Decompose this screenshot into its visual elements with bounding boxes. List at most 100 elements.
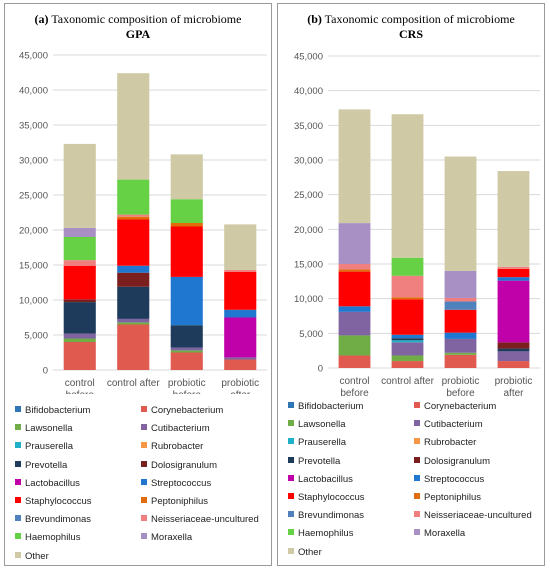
legend-swatch: [414, 511, 420, 518]
legend-item-bifidobacterium: Bifidobacterium: [15, 404, 90, 417]
bar-segment-staphylococcus: [444, 309, 477, 333]
bar-segment-haemophilus: [63, 237, 96, 261]
bar-segment-prevotella: [63, 302, 96, 334]
bar-segment-cutibacterium: [391, 342, 424, 356]
legend-item-neisseriaceae-uncultured: Neisseriaceae-uncultured: [414, 509, 532, 522]
legend-label: Corynebacterium: [424, 401, 497, 412]
legend-swatch: [414, 438, 420, 445]
legend-swatch: [141, 442, 147, 449]
bar-segment-moraxella: [63, 227, 96, 237]
legend-item-prauserella: Prauserella: [288, 436, 346, 449]
legend-item-staphylococcus: Staphylococcus: [288, 491, 365, 504]
legend-label: Brevundimonas: [298, 510, 365, 522]
bar-segment-lawsonella: [63, 338, 96, 342]
legend-label: Other: [25, 550, 49, 562]
legend-label: Dolosigranulum: [424, 455, 491, 467]
legend-item-moraxella: Moraxella: [414, 527, 465, 540]
chart-subtitle: GPA: [125, 27, 151, 41]
legend-label: Streptococcus: [424, 473, 485, 485]
bar-segment-corynebacterium: [224, 359, 257, 370]
legend-swatch: [141, 460, 147, 467]
bar-segment-neisseriaceae-uncultured: [338, 264, 371, 270]
x-tick-label: control: [339, 376, 369, 387]
x-tick-label: control after: [107, 378, 160, 389]
bar-segment-neisseriaceae-uncultured: [444, 297, 477, 302]
legend-swatch: [141, 515, 147, 522]
legend-swatch: [15, 460, 21, 467]
bar-segment-haemophilus: [170, 199, 203, 223]
bar-segment-prauserella: [391, 340, 424, 343]
legend-swatch: [288, 438, 294, 445]
legend-item-corynebacterium: Corynebacterium: [414, 400, 496, 413]
y-tick-label: 15,000: [19, 261, 48, 272]
x-tick-label: before: [66, 390, 95, 394]
bar-segment-moraxella: [338, 223, 371, 264]
bar-segment-streptococcus: [497, 277, 530, 281]
bar-segment-other: [63, 143, 96, 228]
bar-segment-peptoniphilus: [117, 216, 150, 220]
legend-label: Rubrobacter: [424, 437, 477, 449]
y-tick-label: 20,000: [294, 225, 323, 236]
legend-swatch: [414, 456, 420, 463]
legend-label: Moraxella: [151, 532, 193, 544]
legend-label: Cutibacterium: [424, 419, 483, 431]
bar-segment-neisseriaceae-uncultured: [63, 260, 96, 266]
legend-label: Neisseriaceae-uncultured: [424, 510, 532, 522]
bar-segment-dolosigranulum: [497, 342, 530, 349]
legend-item-bifidobacterium: Bifidobacterium: [288, 400, 363, 413]
legend-swatch: [141, 424, 147, 431]
y-tick-label: 35,000: [19, 121, 48, 132]
bar-segment-dolosigranulum: [63, 299, 96, 303]
legend-item-haemophilus: Haemophilus: [15, 531, 80, 544]
bar-segment-streptococcus: [338, 306, 371, 312]
legend-item-corynebacterium: Corynebacterium: [141, 404, 223, 417]
legend-item-lactobacillus: Lactobacillus: [15, 477, 80, 490]
legend-label: Bifidobacterium: [298, 401, 364, 412]
legend-swatch: [141, 497, 147, 503]
panel-gpa: (a) Taxonomic composition of microbiome …: [4, 3, 272, 566]
bar-segment-cutibacterium: [444, 338, 477, 353]
y-tick-label: 45,000: [294, 52, 323, 63]
bar-segment-cutibacterium: [63, 333, 96, 339]
legend-swatch: [288, 402, 294, 408]
legend-label: Prevotella: [25, 459, 68, 471]
y-tick-label: 5,000: [24, 331, 48, 342]
legend-swatch: [414, 420, 420, 427]
legend-label: Staphylococcus: [298, 492, 365, 503]
legend-label: Staphylococcus: [25, 496, 92, 507]
panel-crs: (b) Taxonomic composition of microbiome …: [277, 3, 545, 566]
bar-segment-cutibacterium: [224, 357, 257, 360]
legend-item-peptoniphilus: Peptoniphilus: [141, 495, 208, 508]
stacked-bar-chart-gpa: 0 5,000 10,000 15,000 20,000 25,000 30,000 35,0…: [19, 51, 267, 394]
x-tick-label: control: [65, 378, 95, 389]
legend-label: Lactobacillus: [25, 477, 80, 489]
bar-segment-cutibacterium: [338, 311, 371, 336]
bar-segment-other: [497, 171, 530, 267]
legend-swatch: [141, 406, 147, 412]
y-tick-label: 15,000: [294, 260, 323, 271]
legend-item-rubrobacter: Rubrobacter: [414, 436, 476, 449]
bar-segment-corynebacterium: [170, 352, 203, 370]
legend-label: Lactobacillus: [298, 473, 353, 485]
bar-segment-streptococcus: [117, 265, 150, 273]
x-tick-label: before: [340, 388, 369, 399]
x-tick-label: before: [173, 390, 202, 394]
legend-swatch: [141, 533, 147, 540]
y-tick-label: 5,000: [299, 329, 323, 340]
legend-item-prevotella: Prevotella: [288, 455, 340, 468]
legend-item-moraxella: Moraxella: [141, 531, 192, 544]
legend-label: Haemophilus: [298, 528, 354, 540]
y-tick-label: 0: [318, 364, 323, 375]
legend-item-dolosigranulum: Dolosigranulum: [141, 459, 217, 472]
bar-segment-staphylococcus: [117, 219, 150, 266]
bar-segment-cutibacterium: [117, 318, 150, 323]
legend-item-cutibacterium: Cutibacterium: [141, 422, 210, 435]
bar-segment-staphylococcus: [63, 265, 96, 300]
bar-segment-peptoniphilus: [170, 223, 203, 227]
bar-segment-staphylococcus: [391, 299, 424, 335]
y-tick-label: 25,000: [19, 191, 48, 202]
legend-item-streptococcus: Streptococcus: [141, 477, 211, 490]
bar-segment-peptoniphilus: [338, 269, 371, 272]
legend-swatch: [15, 406, 21, 412]
legend-item-peptoniphilus: Peptoniphilus: [414, 491, 481, 504]
